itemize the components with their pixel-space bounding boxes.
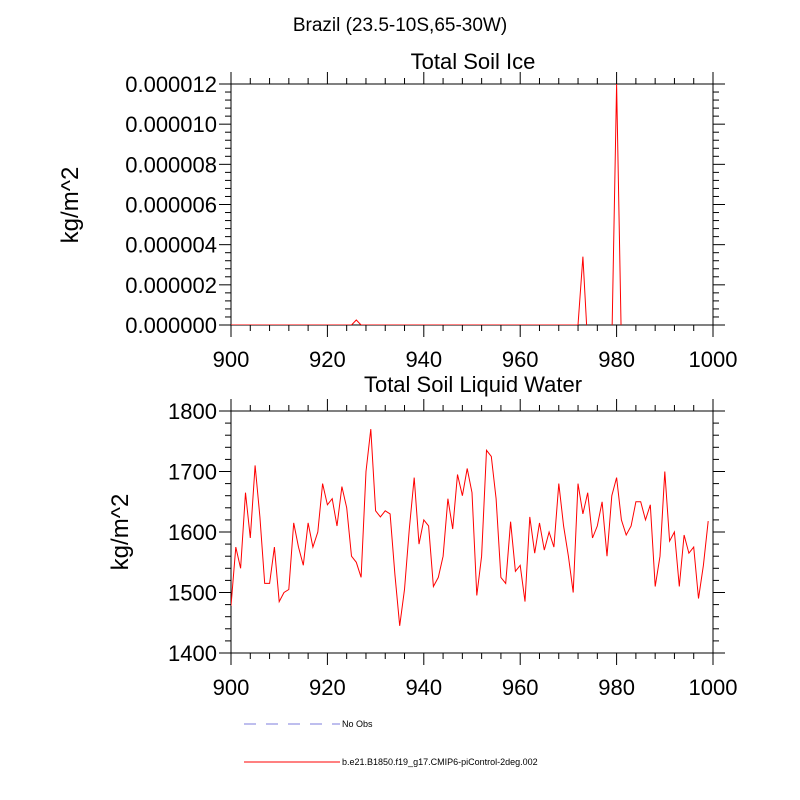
- ice-ytick-label: 0.000012: [125, 72, 217, 97]
- liquid-ytick-label: 1800: [168, 399, 217, 424]
- ice-xtick-label: 940: [405, 347, 442, 372]
- liquid-xtick-label: 920: [309, 675, 346, 700]
- chart-soil-liquid-water-ylabel: kg/m^2: [107, 494, 134, 571]
- liquid-plot-frame: [230, 410, 714, 654]
- ice-series-line: [231, 84, 622, 325]
- liquid-series-line: [231, 429, 709, 626]
- liquid-xtick-label: 940: [405, 675, 442, 700]
- chart-soil-ice: Total Soil Ice kg/m^2 900 920 940 960 980 100…: [57, 49, 737, 372]
- legend: No Obs b.e21.B1850.f19_g17.CMIP6-piContr…: [244, 719, 538, 767]
- liquid-xtick-label: 1000: [689, 675, 738, 700]
- ice-xtick-label: 920: [309, 347, 346, 372]
- ice-ytick-label: 0.000004: [125, 233, 217, 258]
- chart-soil-liquid-water: Total Soil Liquid Water kg/m^2 900 920 940…: [107, 372, 737, 700]
- legend-model-label: b.e21.B1850.f19_g17.CMIP6-piControl-2deg…: [342, 757, 538, 767]
- ice-xtick-label: 900: [213, 347, 250, 372]
- ice-xtick-label: 1000: [689, 347, 738, 372]
- liquid-xtick-label: 900: [213, 675, 250, 700]
- liquid-xtick-label: 980: [598, 675, 635, 700]
- liquid-ytick-label: 1400: [168, 641, 217, 666]
- ice-ytick-label: 0.000002: [125, 273, 217, 298]
- ice-ytick-label: 0.000000: [125, 313, 217, 338]
- liquid-ytick-label: 1600: [168, 520, 217, 545]
- ice-ytick-label: 0.000010: [125, 112, 217, 137]
- chart-soil-ice-title: Total Soil Ice: [411, 49, 536, 74]
- ice-xtick-label: 960: [502, 347, 539, 372]
- ice-ytick-label: 0.000006: [125, 193, 217, 218]
- chart-soil-liquid-water-title: Total Soil Liquid Water: [364, 372, 582, 397]
- ice-ytick-label: 0.000008: [125, 152, 217, 177]
- legend-no-obs-label: No Obs: [342, 719, 373, 729]
- chart-soil-ice-ylabel: kg/m^2: [57, 167, 84, 244]
- figure-title: Brazil (23.5-10S,65-30W): [293, 15, 507, 36]
- ice-plot-frame: [230, 83, 714, 326]
- liquid-xtick-label: 960: [502, 675, 539, 700]
- liquid-ytick-label: 1500: [168, 581, 217, 606]
- ice-xtick-label: 980: [598, 347, 635, 372]
- liquid-ytick-label: 1700: [168, 460, 217, 485]
